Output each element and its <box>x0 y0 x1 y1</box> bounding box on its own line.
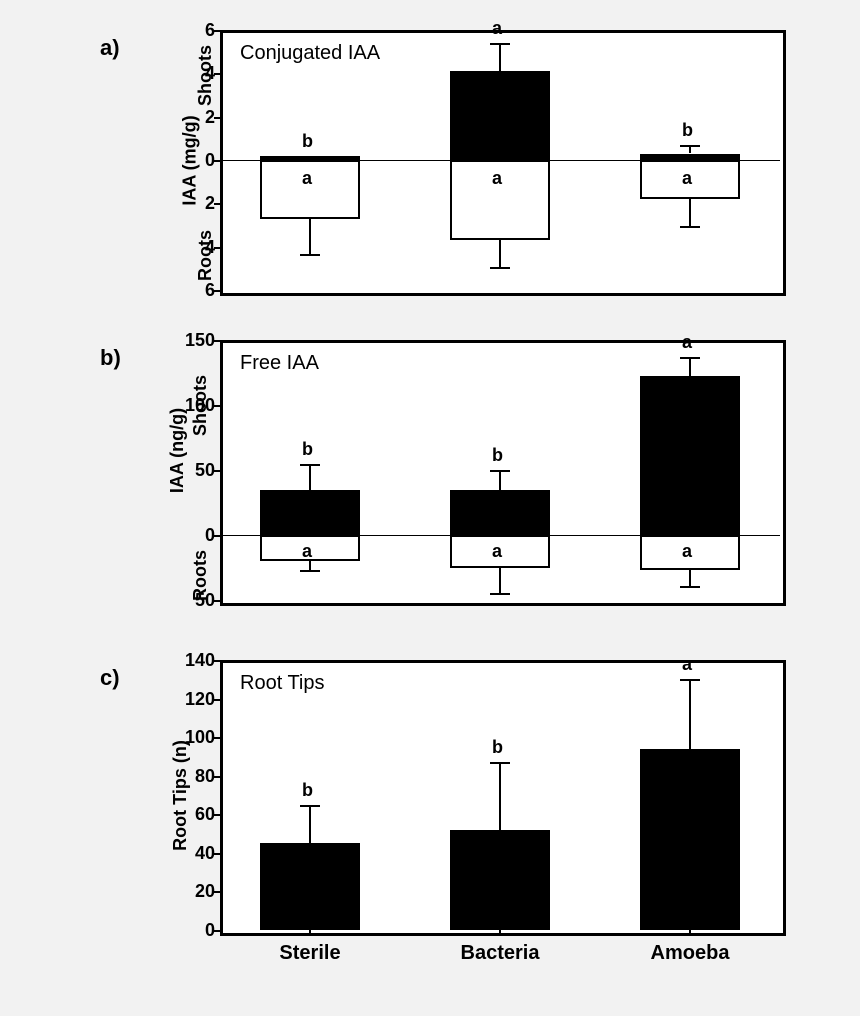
decoration <box>499 470 501 490</box>
decoration: 150 <box>170 330 215 351</box>
bar-root-tips <box>450 830 550 930</box>
panel-a-label: a) <box>100 35 120 61</box>
decoration <box>214 30 220 32</box>
decoration <box>689 570 691 587</box>
decoration <box>499 930 501 936</box>
decoration <box>214 699 220 701</box>
panel-a-ylabel: IAA (mg/g) <box>180 115 201 205</box>
panel-b-title: Free IAA <box>240 352 319 375</box>
sig-label: a <box>302 168 312 189</box>
panel-b-roots-label: Roots <box>190 550 211 601</box>
decoration <box>689 199 691 227</box>
tick: 6 <box>185 280 215 301</box>
decoration: 140 <box>170 650 215 671</box>
sig-label: a <box>682 168 692 189</box>
sig-label: a <box>302 541 312 562</box>
decoration <box>689 930 691 936</box>
decoration <box>499 43 501 71</box>
bar-root-tips <box>640 749 740 930</box>
bar-shoots <box>450 71 550 160</box>
decoration <box>499 568 501 594</box>
sig-label: a <box>492 18 502 39</box>
decoration <box>689 679 691 748</box>
tick: 6 <box>185 20 215 41</box>
sig-label: b <box>492 737 503 758</box>
sig-label: b <box>302 131 313 152</box>
decoration <box>300 570 320 572</box>
decoration <box>680 145 700 147</box>
decoration <box>309 805 311 844</box>
sig-label: a <box>682 654 692 675</box>
panel-c-title: Root Tips <box>240 672 324 695</box>
decoration: 0 <box>170 525 215 546</box>
decoration <box>490 43 510 45</box>
sig-label: b <box>302 439 313 460</box>
decoration <box>214 535 220 537</box>
bar-shoots <box>640 376 740 535</box>
decoration <box>214 814 220 816</box>
decoration <box>214 470 220 472</box>
decoration: 120 <box>170 689 215 710</box>
decoration <box>214 203 220 205</box>
decoration <box>490 267 510 269</box>
decoration <box>300 464 320 466</box>
panel-c-label: c) <box>100 665 120 691</box>
decoration <box>214 776 220 778</box>
sig-label: b <box>682 120 693 141</box>
decoration <box>689 357 691 377</box>
panel-c-ylabel: Root Tips (n) <box>170 740 191 851</box>
category-label: Bacteria <box>430 942 570 965</box>
bar-root-tips <box>260 843 360 930</box>
sig-label: a <box>492 168 502 189</box>
category-label: Amoeba <box>620 942 760 965</box>
sig-label: a <box>682 332 692 353</box>
decoration <box>214 290 220 292</box>
decoration <box>214 405 220 407</box>
panel-a-shoots-label: Shoots <box>195 45 216 106</box>
decoration <box>490 593 510 595</box>
sig-label: b <box>492 445 503 466</box>
decoration <box>680 586 700 588</box>
decoration <box>499 240 501 268</box>
panel-b-label: b) <box>100 345 121 371</box>
decoration <box>214 930 220 932</box>
decoration <box>214 853 220 855</box>
sig-label: a <box>682 541 692 562</box>
decoration <box>680 226 700 228</box>
decoration <box>214 160 220 162</box>
bar-shoots <box>450 490 550 536</box>
bar-shoots <box>260 490 360 536</box>
decoration <box>300 254 320 256</box>
decoration <box>309 219 311 256</box>
panel-b-shoots-label: Shoots <box>190 375 211 436</box>
decoration <box>300 805 320 807</box>
decoration <box>309 464 311 490</box>
category-label: Sterile <box>240 942 380 965</box>
decoration <box>680 357 700 359</box>
decoration <box>214 340 220 342</box>
sig-label: a <box>492 541 502 562</box>
decoration <box>214 660 220 662</box>
decoration: 20 <box>170 881 215 902</box>
decoration <box>490 762 510 764</box>
panel-b-ylabel: IAA (ng/g) <box>167 408 188 493</box>
decoration <box>490 470 510 472</box>
panel-a-title: Conjugated IAA <box>240 42 380 65</box>
decoration <box>214 737 220 739</box>
decoration <box>214 891 220 893</box>
decoration: 0 <box>170 920 215 941</box>
sig-label: b <box>302 780 313 801</box>
decoration <box>214 117 220 119</box>
decoration <box>309 930 311 936</box>
panel-a-roots-label: Roots <box>195 230 216 281</box>
decoration <box>499 762 501 830</box>
decoration <box>214 600 220 602</box>
decoration <box>680 679 700 681</box>
